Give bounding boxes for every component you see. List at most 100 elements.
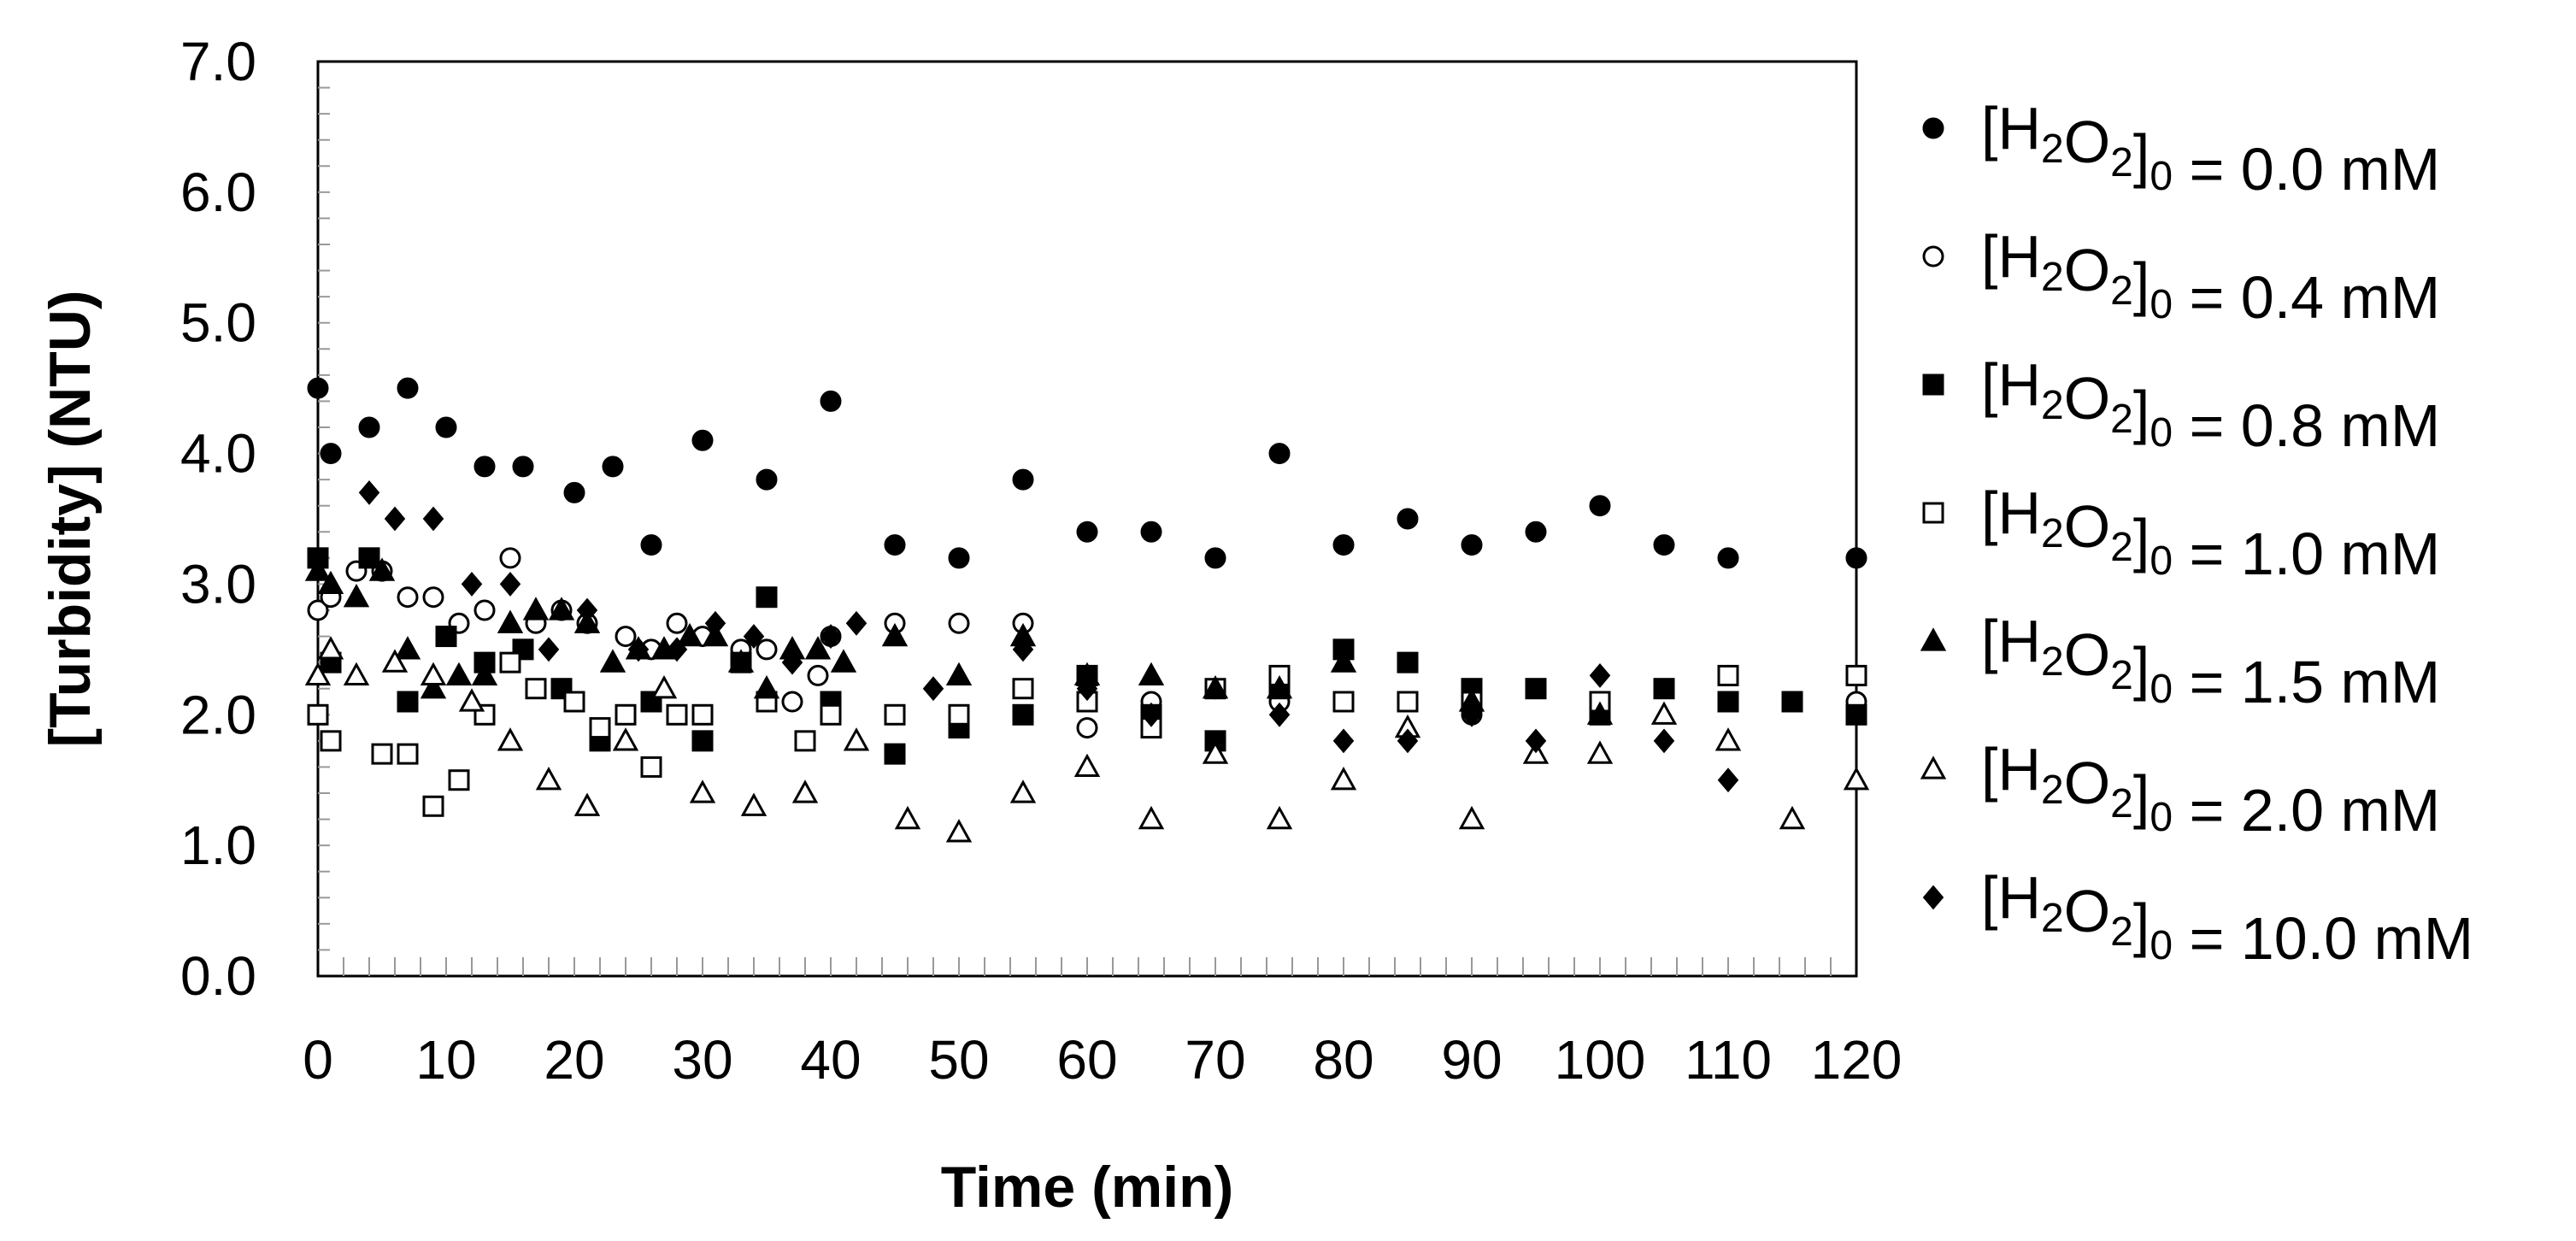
data-point	[371, 743, 393, 765]
data-points	[304, 377, 1870, 843]
x-tick-label: 70	[1185, 1029, 1245, 1091]
data-point	[422, 586, 444, 609]
data-point	[445, 662, 473, 686]
data-point	[1397, 651, 1419, 673]
data-point	[1586, 740, 1614, 764]
data-point	[394, 636, 421, 660]
x-tick-label: 120	[1811, 1029, 1903, 1091]
data-point	[945, 819, 973, 843]
y-tick-label: 0.0	[180, 945, 256, 1007]
data-point	[1202, 674, 1229, 699]
data-point	[884, 534, 906, 556]
data-point	[640, 534, 662, 556]
data-point	[422, 506, 444, 532]
y-axis-minor-ticks	[318, 86, 330, 951]
data-point	[1589, 495, 1611, 517]
data-point	[1266, 674, 1293, 699]
data-point	[894, 805, 921, 830]
data-point	[753, 674, 780, 699]
x-tick-label: 20	[544, 1029, 604, 1091]
data-point	[538, 637, 560, 662]
data-point	[589, 717, 611, 739]
x-tick-label: 80	[1313, 1029, 1373, 1091]
data-point	[676, 622, 703, 647]
data-point	[1076, 717, 1098, 739]
data-point	[1586, 701, 1614, 725]
data-point	[1589, 663, 1611, 688]
data-point	[727, 649, 755, 673]
data-point	[650, 674, 678, 699]
data-point	[1397, 508, 1419, 530]
y-axis-tick-labels: 0.0 1.0 2.0 3.0 4.0 5.0 6.0 7.0	[180, 31, 256, 1007]
data-point	[497, 609, 524, 633]
data-point	[807, 664, 829, 686]
data-point	[615, 626, 637, 648]
data-point	[307, 703, 329, 726]
data-point	[420, 662, 447, 686]
data-point	[461, 572, 483, 597]
y-tick-label: 2.0	[180, 684, 256, 745]
data-point	[563, 691, 585, 713]
data-point	[1525, 521, 1547, 543]
data-point	[843, 727, 870, 751]
data-point	[548, 597, 575, 620]
legend-label: [H2O2]0 = 0.4 mM	[1981, 223, 2440, 331]
data-point	[602, 456, 624, 478]
y-tick-label: 4.0	[180, 423, 256, 485]
data-point	[1330, 766, 1357, 791]
legend-marker	[1922, 245, 1944, 268]
legend-label: [H2O2]0 = 10.0 mM	[1981, 864, 2473, 972]
legend-marker	[1922, 117, 1944, 139]
data-point	[845, 610, 867, 636]
data-point	[535, 766, 562, 791]
data-point	[743, 624, 765, 649]
data-point	[420, 674, 447, 699]
data-point	[627, 637, 650, 662]
x-axis-minor-ticks	[343, 957, 1832, 976]
x-tick-label: 110	[1685, 1029, 1772, 1091]
data-point	[820, 624, 842, 649]
data-point	[307, 599, 329, 621]
x-tick-label: 30	[672, 1029, 732, 1091]
y-axis-title: [Turbidity] (NTU)	[38, 290, 103, 747]
data-point	[945, 662, 973, 686]
data-point	[368, 557, 396, 581]
data-point	[1202, 740, 1229, 764]
data-point	[1268, 702, 1291, 727]
data-point	[304, 662, 332, 686]
data-point	[1717, 664, 1739, 686]
data-point	[781, 691, 803, 713]
y-tick-label: 5.0	[180, 292, 256, 354]
data-point	[381, 649, 409, 673]
data-point	[384, 506, 406, 532]
data-point	[1138, 662, 1165, 686]
data-point	[358, 547, 380, 569]
data-point	[448, 769, 470, 791]
data-point	[1458, 805, 1485, 830]
legend-marker	[1922, 885, 1944, 910]
data-point	[756, 586, 778, 609]
y-tick-label: 1.0	[180, 815, 256, 876]
x-tick-label: 90	[1441, 1029, 1502, 1091]
data-point	[1781, 691, 1803, 713]
data-point	[1330, 649, 1357, 673]
data-point	[473, 456, 496, 478]
data-point	[1204, 547, 1226, 569]
data-point	[756, 638, 778, 661]
y-tick-label: 3.0	[180, 553, 256, 615]
data-point	[397, 377, 419, 399]
data-point	[881, 622, 909, 647]
data-point	[1843, 766, 1870, 791]
data-point	[1653, 678, 1675, 700]
data-point	[397, 691, 419, 713]
data-point	[615, 703, 637, 726]
x-tick-label: 0	[303, 1029, 333, 1091]
x-tick-label: 10	[415, 1029, 476, 1091]
data-point	[317, 636, 344, 660]
data-point	[499, 572, 521, 597]
data-point	[804, 636, 832, 660]
y-tick-label: 6.0	[180, 162, 256, 223]
data-point	[1525, 678, 1547, 700]
series-0	[307, 377, 1867, 569]
